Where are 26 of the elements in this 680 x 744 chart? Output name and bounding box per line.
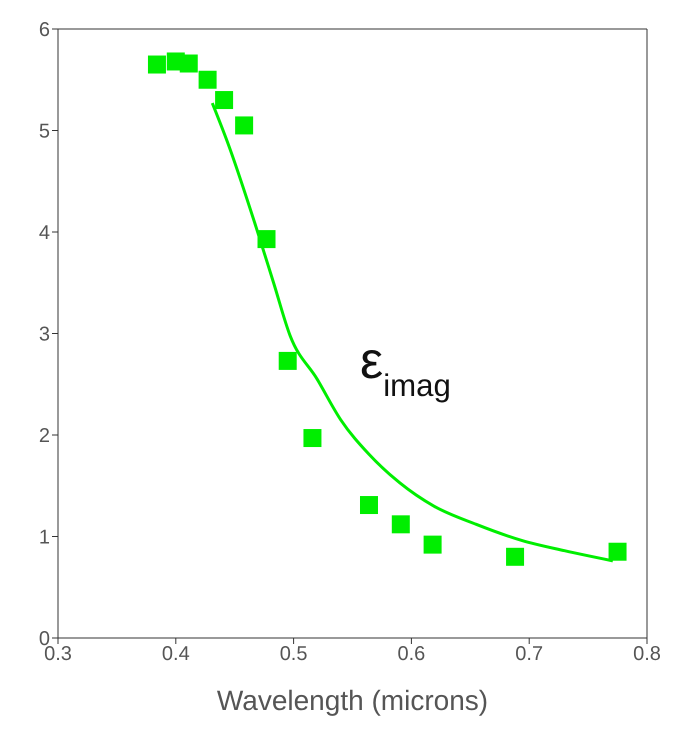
point	[215, 91, 234, 110]
point	[360, 496, 378, 514]
point	[424, 536, 442, 554]
point	[198, 70, 217, 89]
y-tick-label: 5	[38, 120, 50, 143]
y-tick-label: 1	[38, 526, 50, 549]
point	[148, 56, 166, 74]
point	[506, 548, 524, 566]
x-tick-label: 0.7	[515, 643, 544, 666]
point	[303, 429, 322, 448]
x-tick-label: 0.5	[280, 643, 308, 666]
point	[608, 542, 627, 561]
point	[278, 352, 297, 370]
point	[392, 515, 410, 534]
y-tick-label: 2	[38, 425, 50, 448]
point	[235, 116, 254, 134]
annotation: ε$_{imag}$	[360, 332, 451, 402]
x-tick-label: 0.4	[162, 643, 190, 666]
y-tick-label: 3	[38, 324, 50, 346]
point	[180, 54, 198, 73]
x-tick-label: 0.6	[397, 643, 426, 666]
x-axis-title: Wavelength (microns)	[216, 685, 488, 716]
y-tick-label: 4	[38, 222, 50, 244]
point	[258, 230, 276, 248]
x-tick-label: 0.8	[633, 643, 661, 666]
y-tick-label: 6	[38, 19, 50, 42]
